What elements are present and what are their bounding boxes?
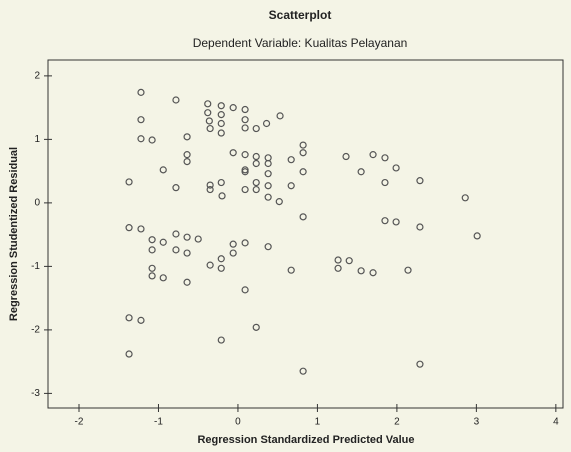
chart-title: Scatterplot <box>269 8 332 22</box>
x-axis-label: Regression Standardized Predicted Value <box>197 434 414 446</box>
y-axis-label: Regression Studentized Residual <box>8 147 20 321</box>
y-tick-label: -2 <box>31 325 40 336</box>
y-tick-label: 0 <box>34 198 40 209</box>
x-tick-label: 4 <box>553 417 559 428</box>
x-tick-label: -1 <box>154 417 163 428</box>
page: Scatterplot Dependent Variable: Kualitas… <box>0 0 571 452</box>
x-tick-label: -2 <box>75 417 84 428</box>
background <box>0 0 571 452</box>
chart-subtitle: Dependent Variable: Kualitas Pelayanan <box>193 36 408 50</box>
x-tick-label: 3 <box>474 417 480 428</box>
y-tick-label: -3 <box>31 388 40 399</box>
y-tick-label: 2 <box>34 71 40 82</box>
chart: Scatterplot Dependent Variable: Kualitas… <box>0 0 571 452</box>
x-tick-label: 2 <box>394 417 400 428</box>
y-tick-label: -1 <box>31 261 40 272</box>
x-tick-label: 1 <box>315 417 321 428</box>
x-tick-label: 0 <box>235 417 241 428</box>
y-tick-label: 1 <box>34 134 40 145</box>
